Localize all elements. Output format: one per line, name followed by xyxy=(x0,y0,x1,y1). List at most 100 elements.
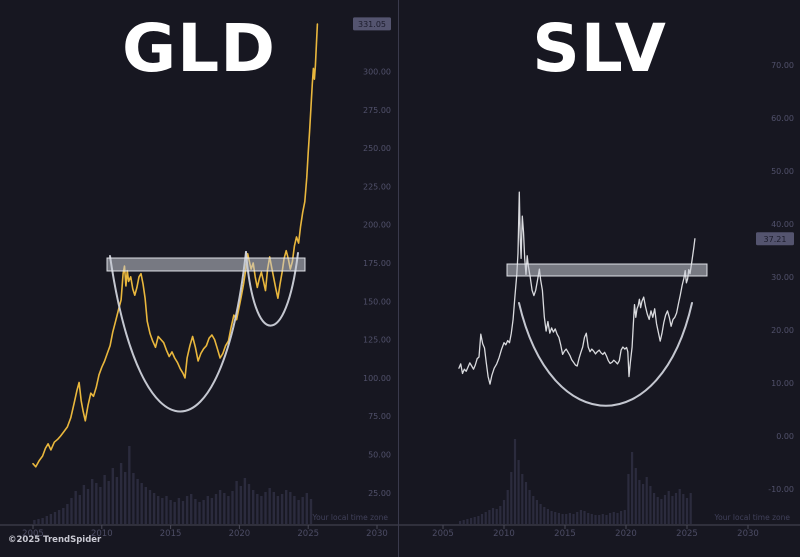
time-axis-label[interactable]: 2025 xyxy=(676,529,698,539)
gld-chart-surface[interactable]: 2005 2010 2015 2020 2025 2030 300.00 275.00 250.… xyxy=(0,0,398,557)
price-axis-label[interactable]: 200.00 xyxy=(363,221,391,230)
volume-bar xyxy=(49,514,53,524)
time-axis-label[interactable]: 2030 xyxy=(366,529,388,539)
price-axis-label[interactable]: 300.00 xyxy=(363,68,391,77)
price-axis-label[interactable]: 50.00 xyxy=(368,451,391,460)
volume-bar xyxy=(491,508,495,524)
time-axis-label[interactable]: 2015 xyxy=(160,529,182,539)
volume-bar xyxy=(583,511,586,524)
volume-bar xyxy=(473,517,476,524)
volume-bar xyxy=(477,516,480,524)
time-axis-label[interactable]: 2010 xyxy=(91,529,113,539)
volume-bar xyxy=(53,512,57,524)
time-axis-label[interactable]: 2025 xyxy=(297,529,319,539)
volume-bar xyxy=(41,518,44,524)
price-axis-label[interactable]: 175.00 xyxy=(363,259,391,268)
volume-bar xyxy=(107,481,110,524)
volume-bar xyxy=(674,493,678,524)
volume-bar xyxy=(223,493,226,524)
volume-bar xyxy=(268,488,271,524)
trendspider-watermark: ©2025 TrendSpider xyxy=(8,535,102,545)
price-axis-label[interactable]: 20.00 xyxy=(771,326,794,335)
price-axis-label[interactable]: 25.00 xyxy=(368,489,391,498)
volume-bar xyxy=(638,480,641,524)
time-axis-label[interactable]: 2005 xyxy=(22,529,44,539)
resistance-zone[interactable] xyxy=(506,263,708,277)
volume-bar xyxy=(194,499,197,524)
volume-bar xyxy=(513,439,517,524)
time-axis-label[interactable]: 2020 xyxy=(615,529,637,539)
volume-bar xyxy=(260,496,263,524)
volume-bar xyxy=(198,502,201,524)
volume-bar xyxy=(663,495,667,524)
price-axis-label[interactable]: -10.00 xyxy=(768,485,794,494)
volume-bar xyxy=(480,514,484,524)
volume-bar xyxy=(484,512,487,524)
volume-bar xyxy=(66,504,69,524)
resistance-zone[interactable] xyxy=(106,257,306,272)
price-axis-label[interactable]: 40.00 xyxy=(771,220,794,229)
volume-bar xyxy=(235,481,238,524)
price-axis-label[interactable]: 100.00 xyxy=(363,374,391,383)
volume-bar xyxy=(173,502,176,524)
volume-bar xyxy=(488,510,491,524)
volume-bar xyxy=(524,482,528,524)
volume-bar xyxy=(148,490,152,524)
price-axis-label[interactable]: 225.00 xyxy=(363,182,391,191)
price-axis-label[interactable]: 150.00 xyxy=(363,297,391,306)
volume-bar xyxy=(247,484,251,524)
gld-timezone-note: Your local time zone xyxy=(312,513,388,522)
price-axis-label[interactable]: 75.00 xyxy=(368,412,391,421)
volume-bar xyxy=(309,499,313,524)
volume-bar xyxy=(459,521,462,524)
volume-bar xyxy=(561,514,564,524)
price-axis-label[interactable]: 10.00 xyxy=(771,379,794,388)
volume-bar xyxy=(33,520,36,524)
price-axis-label[interactable]: 275.00 xyxy=(363,106,391,115)
volume-bar xyxy=(682,494,685,524)
volume-bar xyxy=(605,515,608,524)
volume-bar xyxy=(243,478,247,524)
time-axis-label[interactable]: 2015 xyxy=(554,529,576,539)
cup-pattern-curve[interactable] xyxy=(245,251,299,327)
time-axis-label[interactable]: 2020 xyxy=(229,529,251,539)
volume-bar xyxy=(590,514,593,524)
volume-bar xyxy=(99,487,102,524)
volume-bar xyxy=(576,512,579,524)
volume-bar xyxy=(634,468,637,524)
slv-chart-surface[interactable]: 2005 2010 2015 2020 2025 2030 70.00 60.00 50.00 4… xyxy=(399,0,800,557)
volume-bar xyxy=(280,494,284,524)
volume-bar xyxy=(678,489,681,524)
price-axis-label[interactable]: 250.00 xyxy=(363,144,391,153)
cup-pattern-curve[interactable] xyxy=(518,302,693,407)
price-axis-label[interactable]: 0.00 xyxy=(776,432,794,441)
volume-bar xyxy=(510,472,513,524)
price-axis-label[interactable]: 60.00 xyxy=(771,114,794,123)
volume-bar xyxy=(550,511,553,524)
volume-bar xyxy=(301,497,304,524)
volume-bar xyxy=(572,514,575,524)
time-axis-label[interactable]: 2030 xyxy=(737,529,759,539)
volume-bar xyxy=(144,487,147,524)
volume-bar xyxy=(539,504,542,524)
volume-bar xyxy=(74,491,77,524)
cup-pattern-curve[interactable] xyxy=(109,251,247,413)
gld-chart-panel: 2005 2010 2015 2020 2025 2030 300.00 275.00 250.… xyxy=(0,0,398,557)
volume-bar xyxy=(57,510,61,524)
volume-bar xyxy=(649,486,652,524)
volume-bar xyxy=(642,484,645,524)
volume-bar xyxy=(689,493,692,524)
time-axis-label[interactable]: 2005 xyxy=(432,529,454,539)
volume-bar xyxy=(656,497,659,524)
price-axis-label[interactable]: 50.00 xyxy=(771,167,794,176)
volume-bar xyxy=(532,496,535,524)
time-axis-label[interactable]: 2010 xyxy=(493,529,515,539)
volume-bar xyxy=(546,509,549,524)
price-axis-label[interactable]: 70.00 xyxy=(771,61,794,70)
volume-bar xyxy=(609,513,612,524)
price-axis-label[interactable]: 125.00 xyxy=(363,336,391,345)
volume-bar xyxy=(45,516,48,524)
price-axis-label[interactable]: 30.00 xyxy=(771,273,794,282)
volume-bar xyxy=(660,499,663,524)
volume-bar xyxy=(565,514,568,524)
